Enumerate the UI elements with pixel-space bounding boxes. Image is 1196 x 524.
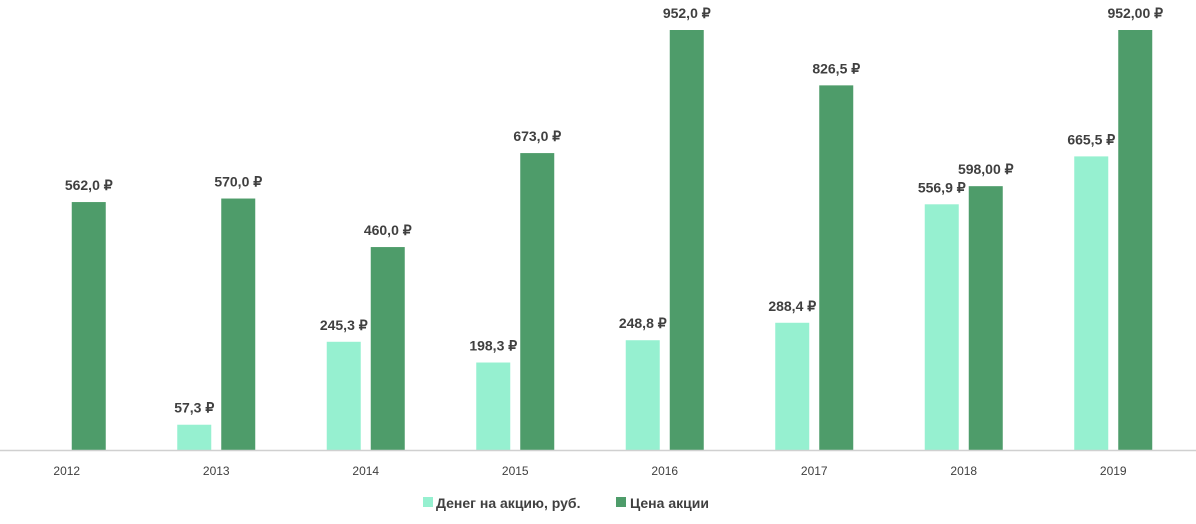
value-label-money-per-share-2017: 288,4 ₽ (768, 298, 816, 314)
bar-share-price-2018 (968, 186, 1003, 451)
value-label-share-price-2015: 673,0 ₽ (513, 128, 561, 144)
value-label-share-price-2017: 826,5 ₽ (812, 60, 860, 76)
bar-money-per-share-2019 (1074, 156, 1109, 450)
value-label-share-price-2019: 952,00 ₽ (1107, 5, 1163, 21)
bar-money-per-share-2016 (625, 340, 660, 450)
legend-swatch-money-per-share (423, 497, 433, 507)
x-tick-label-2019: 2019 (1100, 464, 1127, 478)
bar-share-price-2017 (819, 85, 854, 450)
bar-share-price-2014 (370, 247, 405, 450)
x-tick-label-2018: 2018 (950, 464, 977, 478)
value-label-money-per-share-2019: 665,5 ₽ (1067, 131, 1115, 147)
value-label-share-price-2018: 598,00 ₽ (958, 161, 1014, 177)
bar-money-per-share-2015 (476, 362, 511, 450)
bar-share-price-2016 (669, 30, 704, 450)
value-label-share-price-2014: 460,0 ₽ (364, 222, 412, 238)
bars-group (71, 30, 1153, 451)
x-tick-label-2012: 2012 (53, 464, 80, 478)
legend-swatch-share-price (616, 497, 626, 507)
x-tick-label-2015: 2015 (502, 464, 529, 478)
bar-money-per-share-2018 (924, 204, 959, 450)
bar-money-per-share-2017 (775, 322, 810, 450)
value-label-share-price-2013: 570,0 ₽ (214, 174, 262, 190)
value-label-money-per-share-2016: 248,8 ₽ (619, 315, 667, 331)
bar-share-price-2019 (1118, 30, 1153, 450)
bar-money-per-share-2014 (326, 341, 361, 450)
value-labels-group: 562,0 ₽ 57,3 ₽ 570,0 ₽ 245,3 ₽ 460,0 ₽ 198,3 … (65, 5, 1163, 416)
value-label-share-price-2016: 952,0 ₽ (663, 5, 711, 21)
x-tick-labels: 2012 2013 2014 2015 2016 2017 2018 2019 (53, 464, 1127, 478)
value-label-money-per-share-2018: 556,9 ₽ (918, 179, 966, 195)
legend-item-money-per-share: Денег на акцию, руб. (423, 495, 580, 511)
x-tick-label-2017: 2017 (801, 464, 828, 478)
x-tick-label-2014: 2014 (352, 464, 379, 478)
bar-money-per-share-2013 (177, 424, 212, 450)
legend-label-share-price: Цена акции (630, 495, 709, 511)
legend-label-money-per-share: Денег на акцию, руб. (436, 495, 580, 511)
x-tick-label-2013: 2013 (203, 464, 230, 478)
legend: Денег на акцию, руб. Цена акции (423, 495, 709, 511)
value-label-money-per-share-2014: 245,3 ₽ (320, 317, 368, 333)
value-label-money-per-share-2015: 198,3 ₽ (469, 338, 517, 354)
value-label-money-per-share-2013: 57,3 ₽ (174, 400, 214, 416)
bar-share-price-2013 (221, 198, 256, 450)
value-label-share-price-2012: 562,0 ₽ (65, 177, 113, 193)
bar-share-price-2012 (71, 202, 106, 450)
x-tick-label-2016: 2016 (651, 464, 678, 478)
legend-item-share-price: Цена акции (616, 495, 709, 511)
bar-share-price-2015 (520, 153, 555, 450)
